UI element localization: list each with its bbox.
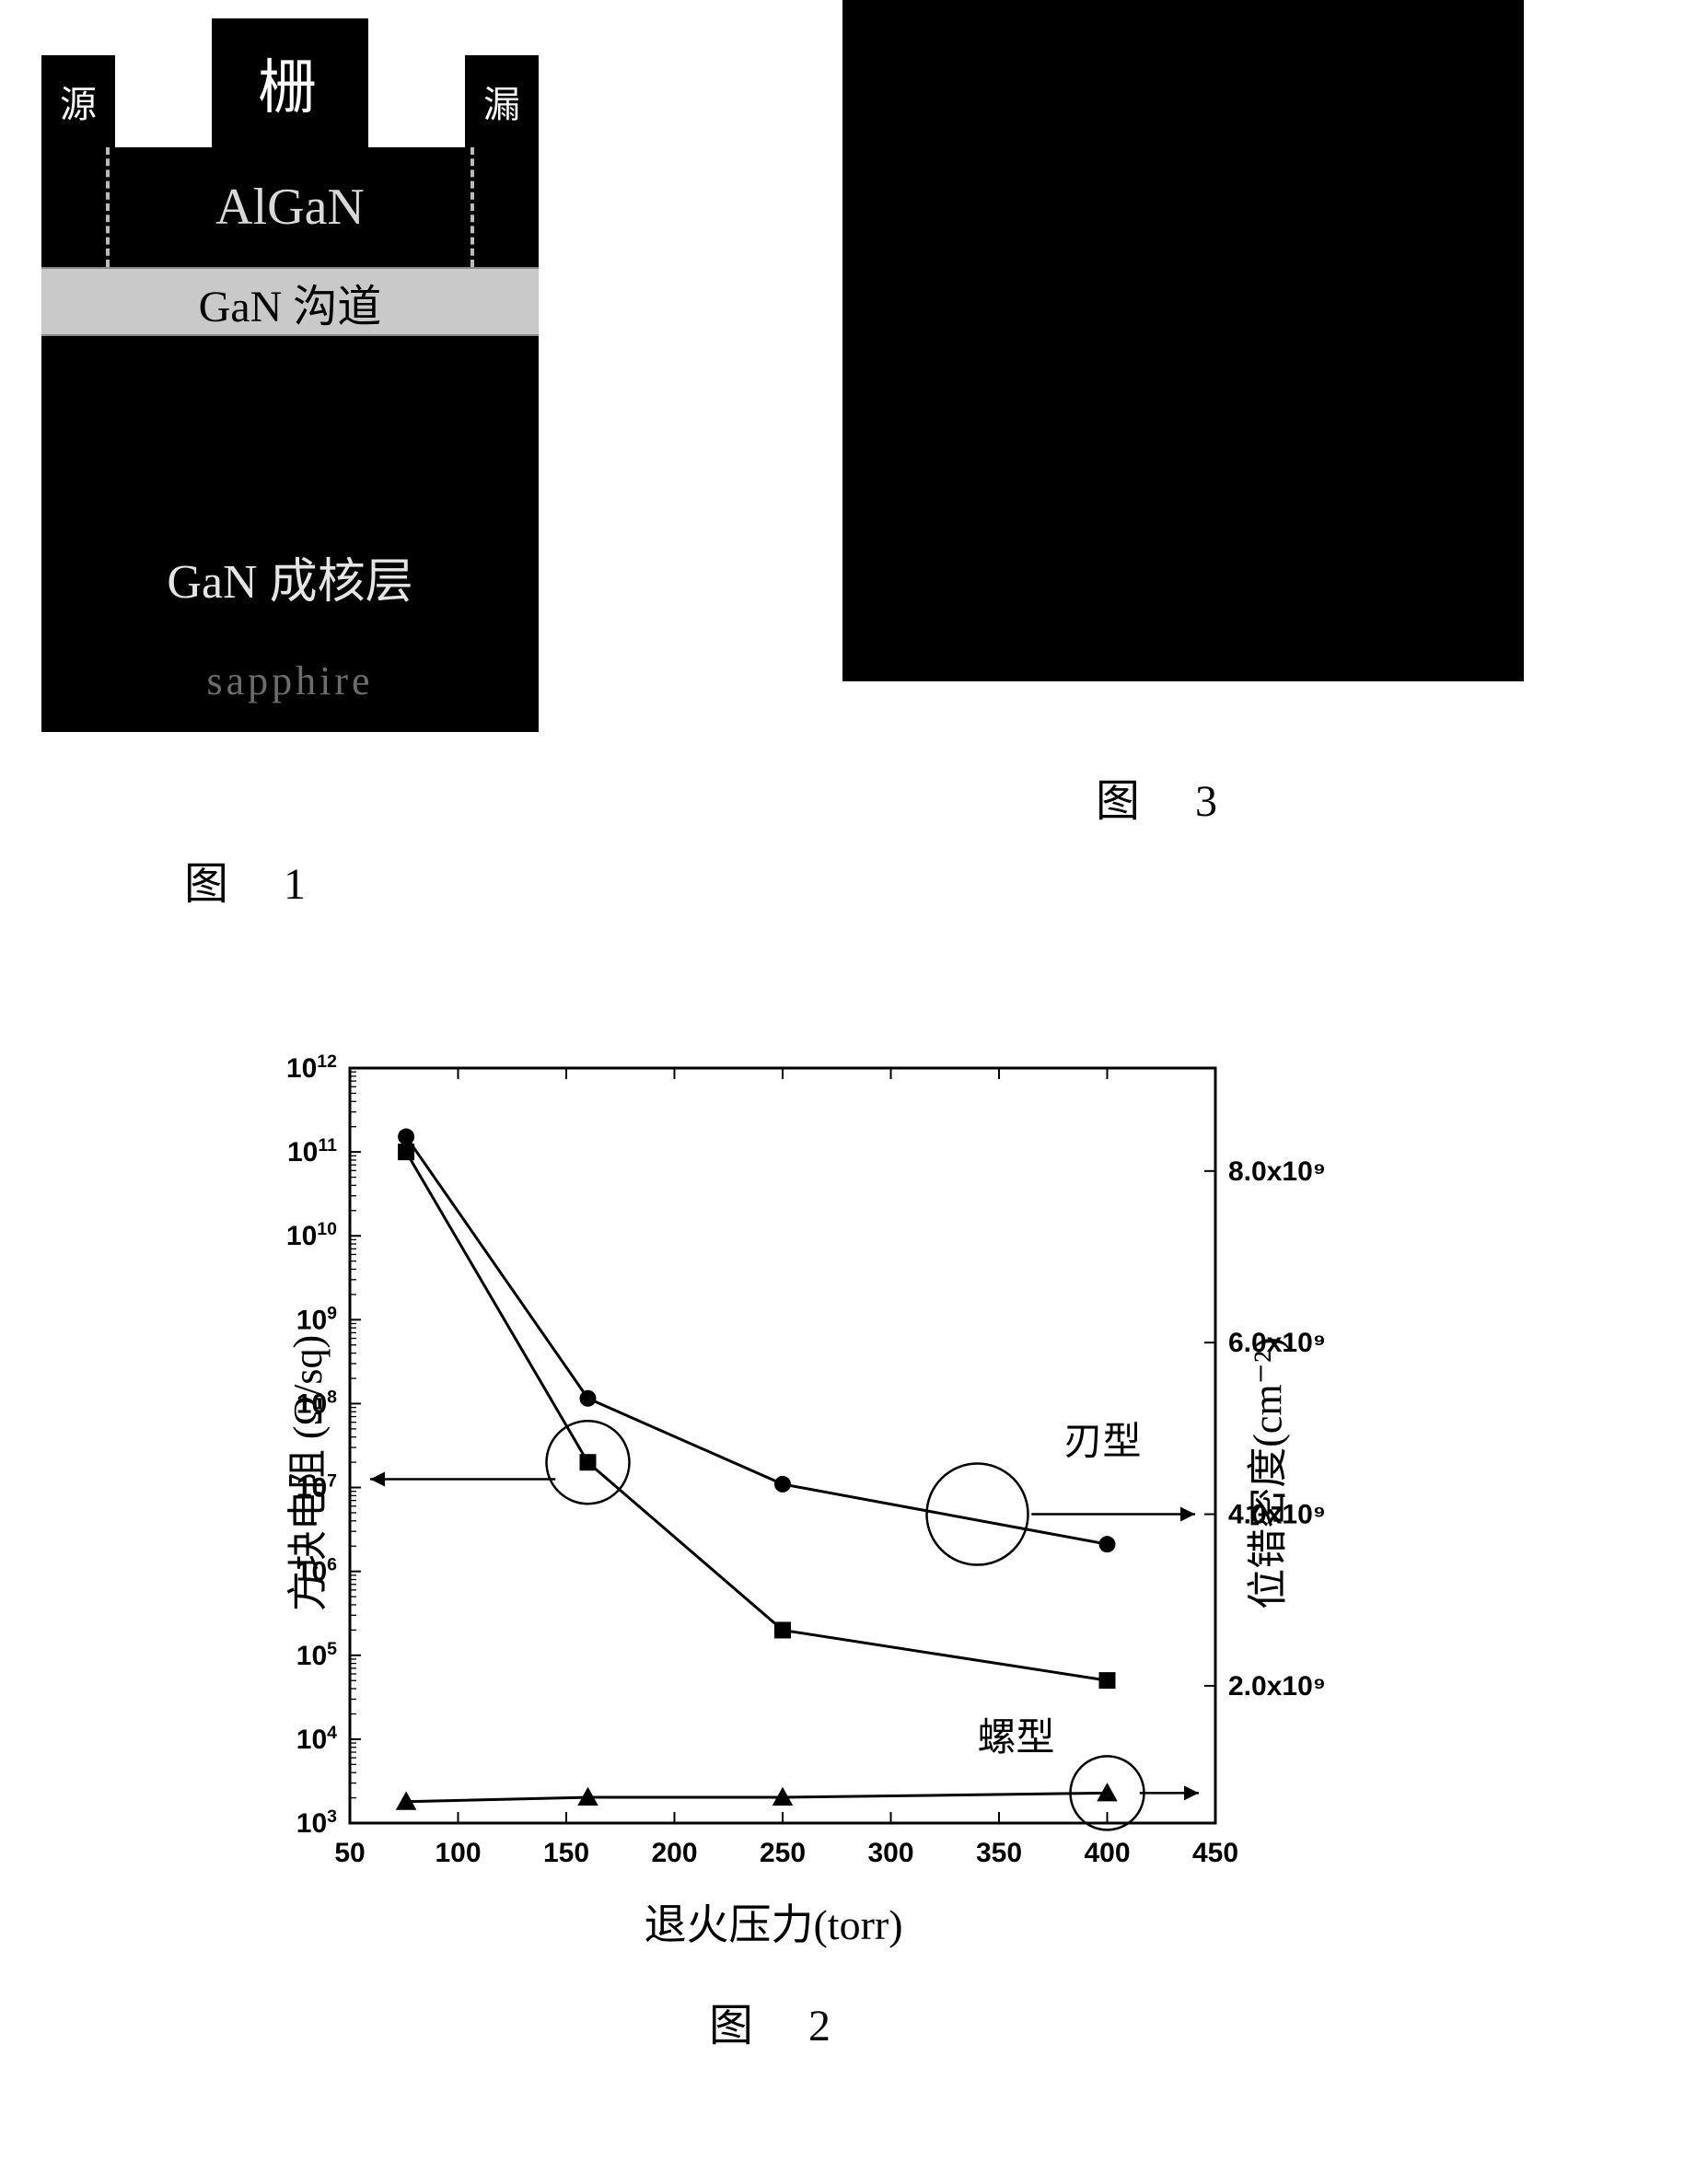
- svg-text:350: 350: [976, 1838, 1022, 1868]
- svg-text:1010: 1010: [286, 1219, 337, 1251]
- nucleation-label: GaN 成核层: [167, 542, 412, 611]
- algan-layer: AlGaN: [41, 147, 539, 267]
- x-axis-label: 退火压力(torr): [644, 1891, 902, 1952]
- source-electrode: 源: [41, 55, 115, 147]
- svg-text:300: 300: [867, 1838, 913, 1868]
- figure-2-chart: 5010015020025030035040045010310410510610…: [184, 1013, 1363, 1934]
- spacer: [115, 18, 212, 147]
- svg-text:刃型: 刃型: [1064, 1421, 1142, 1463]
- svg-text:250: 250: [760, 1838, 806, 1868]
- dashed-line-right: [470, 147, 474, 267]
- svg-text:100: 100: [435, 1838, 481, 1868]
- drain-electrode: 漏: [465, 55, 539, 147]
- svg-text:螺型: 螺型: [978, 1717, 1055, 1760]
- gate-electrode: 栅: [212, 18, 368, 147]
- svg-text:103: 103: [296, 1806, 337, 1839]
- svg-text:2.0x10⁹: 2.0x10⁹: [1228, 1671, 1326, 1702]
- figure-3: [842, 0, 1524, 681]
- gan-channel-layer: GaN 沟道: [41, 267, 539, 336]
- svg-text:1012: 1012: [286, 1051, 337, 1084]
- chart-svg: 5010015020025030035040045010310410510610…: [184, 1013, 1363, 1934]
- svg-text:104: 104: [296, 1723, 337, 1755]
- y-axis-right-label: 位错密度(cm⁻²): [1234, 1337, 1293, 1609]
- svg-text:150: 150: [543, 1838, 589, 1868]
- svg-text:105: 105: [296, 1639, 337, 1671]
- gan-nucleation-layer: GaN 成核层 sapphire: [41, 336, 539, 732]
- layer-stack: 源 栅 漏 AlGaN GaN 沟道 GaN 成核层 sapphire: [41, 18, 539, 732]
- figure-2-caption: 图 2: [709, 1989, 853, 2053]
- svg-text:8.0x10⁹: 8.0x10⁹: [1228, 1156, 1326, 1187]
- algan-label: AlGaN: [215, 178, 365, 237]
- figure-1: 源 栅 漏 AlGaN GaN 沟道 GaN 成核层 sapphire: [41, 18, 539, 732]
- svg-text:400: 400: [1084, 1838, 1130, 1868]
- spacer: [368, 18, 465, 147]
- dashed-line-left: [106, 147, 110, 267]
- svg-text:200: 200: [651, 1838, 697, 1868]
- sapphire-label: sapphire: [206, 657, 373, 704]
- figure-1-caption: 图 1: [184, 847, 328, 912]
- y-axis-left-label: 方块电阻 (Ω/sq): [274, 1335, 333, 1611]
- svg-text:50: 50: [334, 1838, 365, 1868]
- svg-text:1011: 1011: [287, 1135, 337, 1168]
- svg-text:450: 450: [1192, 1838, 1238, 1868]
- electrodes-row: 源 栅 漏: [41, 18, 539, 147]
- svg-text:109: 109: [296, 1303, 337, 1335]
- figure-3-caption: 图 3: [1096, 764, 1239, 829]
